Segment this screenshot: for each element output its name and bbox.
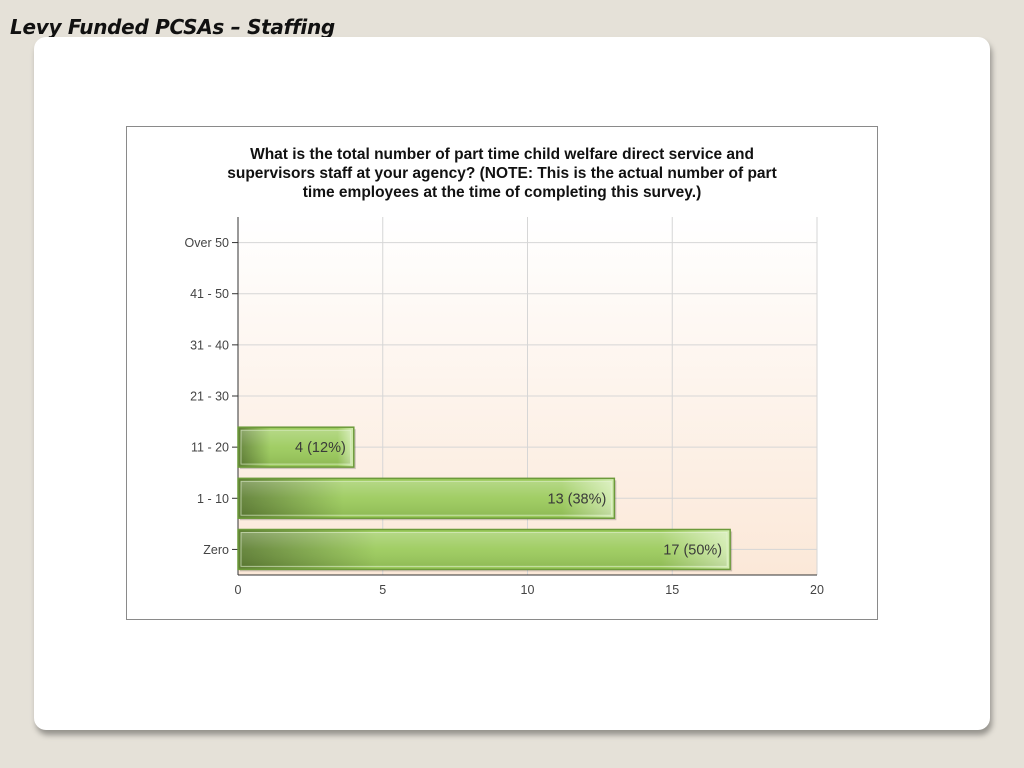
y-tick-label: 11 - 20 [191,441,229,455]
x-tick-label: 15 [665,583,679,597]
x-tick-label: 0 [235,583,242,597]
x-tick-label: 5 [379,583,386,597]
bar-sheen [240,429,352,465]
bar-data-label: 17 (50%) [663,542,722,558]
x-tick-label: 10 [521,583,535,597]
y-tick-label: Zero [203,543,229,557]
bar-sheen [240,480,612,516]
chart-title: What is the total number of part time ch… [227,146,777,201]
bar-data-label: 13 (38%) [548,491,607,507]
bar-data-label: 4 (12%) [295,440,346,456]
bar-sheen [240,531,728,567]
bar-chart: 0 5 10 15 20 Over 50 41 - 50 31 - 40 21 - 30 11 -… [185,217,824,597]
y-tick-label: Over 50 [185,236,230,250]
y-tick-label: 31 - 40 [190,338,229,352]
y-tick-label: 21 - 30 [190,390,229,404]
x-tick-label: 20 [810,583,824,597]
chart-frame: What is the total number of part time ch… [126,126,878,620]
y-tick-label: 41 - 50 [190,287,229,301]
y-tick-label: 1 - 10 [197,492,229,506]
slide-title: Levy Funded PCSAs – Staffing [10,15,335,39]
